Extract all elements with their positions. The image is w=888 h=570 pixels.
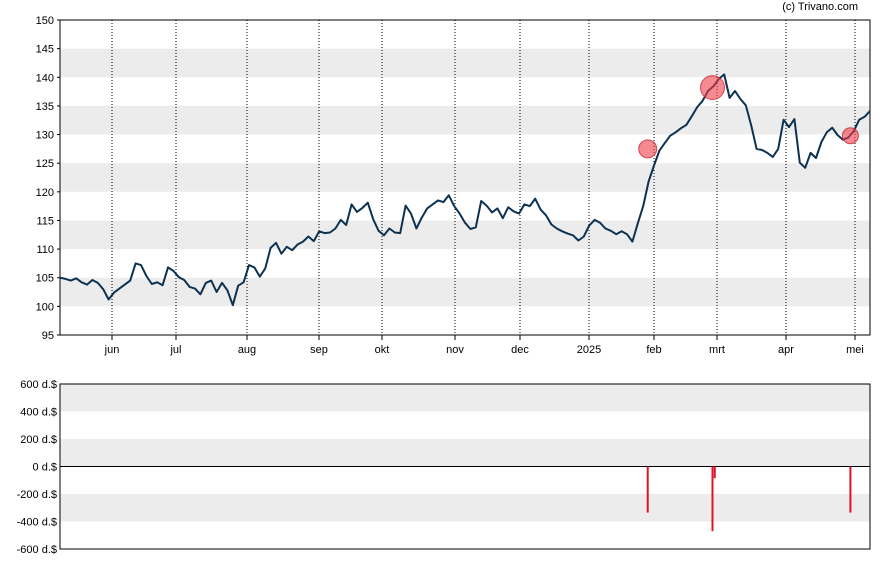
price-x-tick-label: mrt bbox=[709, 344, 725, 356]
price-grid-band bbox=[60, 220, 870, 250]
price-x-tick-label: okt bbox=[375, 344, 390, 356]
price-x-tick-label: jun bbox=[104, 344, 120, 356]
bar-mark bbox=[849, 466, 852, 513]
price-x-tick-label: jul bbox=[169, 344, 181, 356]
price-y-tick-label: 100 bbox=[36, 301, 54, 313]
bar-mark bbox=[646, 466, 649, 513]
price-y-tick-label: 120 bbox=[36, 187, 54, 199]
bar-y-tick-label: 400 d.$ bbox=[20, 407, 57, 419]
price-y-tick-label: 140 bbox=[36, 72, 54, 84]
price-grid-band bbox=[60, 277, 870, 307]
price-event-marker bbox=[700, 75, 725, 101]
price-y-tick-label: 95 bbox=[42, 330, 54, 342]
price-event-marker bbox=[841, 127, 859, 145]
price-y-tick-label: 145 bbox=[36, 44, 54, 56]
price-x-tick-label: aug bbox=[238, 344, 256, 356]
price-y-tick-label: 105 bbox=[36, 273, 54, 285]
price-x-tick-label: sep bbox=[310, 344, 328, 356]
price-grid-band bbox=[60, 105, 870, 135]
bar-y-tick-label: -400 d.$ bbox=[17, 517, 57, 529]
price-y-tick-label: 125 bbox=[36, 158, 54, 170]
price-y-tick-label: 130 bbox=[36, 130, 54, 142]
price-series-line bbox=[59, 73, 871, 307]
bar-mark bbox=[711, 466, 714, 532]
bar-mark bbox=[713, 466, 716, 479]
bar-y-tick-label: 600 d.$ bbox=[20, 379, 57, 391]
bar-y-tick-label: -600 d.$ bbox=[17, 544, 57, 556]
price-x-tick-label: apr bbox=[778, 344, 794, 356]
price-x-tick-label: mei bbox=[846, 344, 864, 356]
copyright-label: (c) Trivano.com bbox=[782, 1, 858, 13]
price-grid-band bbox=[60, 48, 870, 78]
bar-grid-band bbox=[60, 384, 870, 412]
bar-y-tick-label: -200 d.$ bbox=[17, 489, 57, 501]
price-y-tick-label: 135 bbox=[36, 101, 54, 113]
price-x-tick-label: nov bbox=[446, 344, 464, 356]
price-y-tick-label: 110 bbox=[36, 244, 54, 256]
bar-y-tick-label: 0 d.$ bbox=[33, 462, 57, 474]
price-y-tick-label: 115 bbox=[36, 215, 54, 227]
price-plot-frame bbox=[59, 19, 871, 336]
price-event-marker bbox=[638, 139, 658, 159]
price-x-tick-label: feb bbox=[646, 344, 661, 356]
price-x-tick-label: dec bbox=[511, 344, 529, 356]
bar-grid-band bbox=[60, 439, 870, 467]
bar-y-tick-label: 200 d.$ bbox=[20, 434, 57, 446]
bar-grid-band bbox=[60, 494, 870, 522]
price-x-tick-label: 2025 bbox=[577, 344, 601, 356]
price-grid-band bbox=[60, 163, 870, 192]
price-y-tick-label: 150 bbox=[36, 15, 54, 27]
